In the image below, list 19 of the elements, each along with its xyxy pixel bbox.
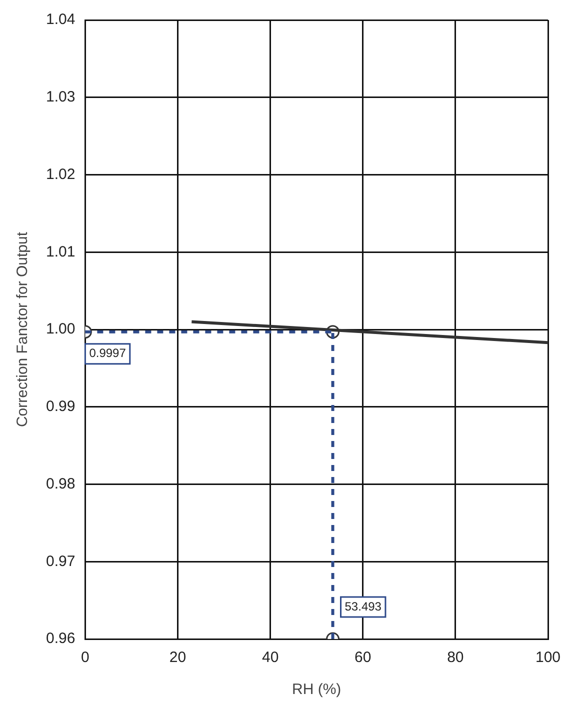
x-tick-label: 0 bbox=[81, 649, 90, 666]
y-tick-label: 0.98 bbox=[46, 475, 76, 492]
y-tick-label: 0.96 bbox=[46, 630, 76, 648]
x-axis-title: RH (%) bbox=[292, 681, 342, 698]
x-tick-label: 60 bbox=[354, 649, 372, 666]
y-axis-title: Correction Fanctor for Output bbox=[14, 231, 32, 428]
y-tick-label: 0.97 bbox=[46, 552, 76, 570]
y-tick-label: 1.04 bbox=[46, 11, 76, 28]
x-tick-label: 20 bbox=[169, 649, 186, 666]
y-tick-label: 1.02 bbox=[46, 166, 76, 183]
ref-line-label: 0.9997 bbox=[89, 346, 126, 360]
y-tick-label: 1.01 bbox=[46, 243, 76, 260]
y-tick-label: 0.99 bbox=[46, 398, 76, 416]
x-tick-label: 80 bbox=[447, 649, 464, 666]
x-tick-label: 100 bbox=[535, 649, 561, 666]
y-tick-label: 1.03 bbox=[46, 88, 76, 106]
ref-line-label: 53.493 bbox=[344, 599, 382, 614]
y-tick-label: 1.00 bbox=[46, 320, 76, 338]
x-tick-label: 40 bbox=[262, 649, 279, 666]
